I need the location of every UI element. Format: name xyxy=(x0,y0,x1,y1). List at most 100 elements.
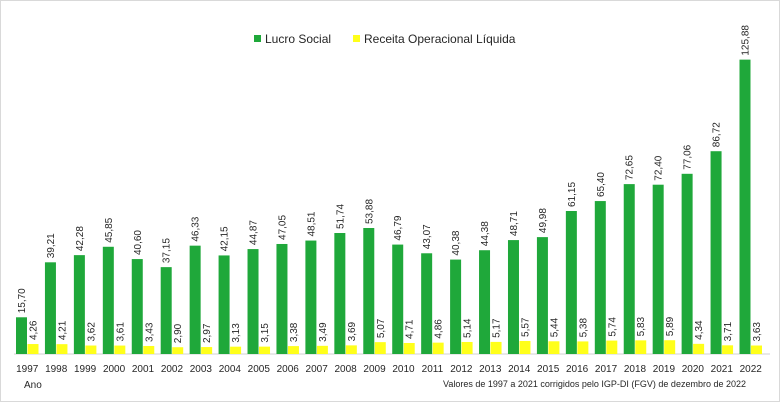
bar-receita-operacional-liquida-2004 xyxy=(230,346,242,354)
bar-lucro-social-1998 xyxy=(44,262,56,354)
bar-lucro-social-2007 xyxy=(305,240,317,354)
value-label-receita-operacional-liquida-2022: 3,63 xyxy=(752,322,763,342)
value-label-receita-operacional-liquida-2011: 4,86 xyxy=(434,319,445,339)
bar-receita-operacional-liquida-1997 xyxy=(27,344,39,354)
x-tick-label-2002: 2002 xyxy=(161,364,184,375)
bar-receita-operacional-liquida-2018 xyxy=(635,340,647,354)
legend-swatch-lucro-social xyxy=(254,35,261,42)
x-tick-label-2010: 2010 xyxy=(392,364,415,375)
bar-receita-operacional-liquida-2003 xyxy=(201,347,213,354)
value-label-receita-operacional-liquida-2005: 3,15 xyxy=(260,323,271,343)
value-label-lucro-social-2006: 47,05 xyxy=(277,215,288,240)
value-label-receita-operacional-liquida-2000: 3,61 xyxy=(115,322,126,342)
value-label-receita-operacional-liquida-2015: 5,44 xyxy=(549,317,560,337)
bar-receita-operacional-liquida-1999 xyxy=(85,345,97,354)
value-label-receita-operacional-liquida-2002: 2,90 xyxy=(173,323,184,343)
x-axis-tick-labels: 1997 1998 1999 2000 2001 2002 2003 2004 2005 2006… xyxy=(16,364,762,375)
bar-lucro-social-2015 xyxy=(536,237,548,354)
x-tick-label-2008: 2008 xyxy=(334,364,357,375)
bar-lucro-social-2014 xyxy=(507,240,519,354)
bar-receita-operacional-liquida-2021 xyxy=(722,345,734,354)
value-label-lucro-social-2008: 51,74 xyxy=(335,204,346,229)
value-label-receita-operacional-liquida-1999: 3,62 xyxy=(86,322,97,342)
bar-lucro-social-2011 xyxy=(421,253,433,354)
chart-legend: Lucro Social Receita Operacional Líquida xyxy=(254,32,516,46)
value-label-receita-operacional-liquida-2006: 3,38 xyxy=(289,322,300,342)
bar-receita-operacional-liquida-2002 xyxy=(172,347,184,354)
bar-lucro-social-2000 xyxy=(102,246,114,354)
bar-receita-operacional-liquida-2009 xyxy=(374,342,386,354)
x-tick-label-2018: 2018 xyxy=(624,364,647,375)
value-label-lucro-social-2013: 44,38 xyxy=(480,221,491,246)
value-label-lucro-social-2017: 65,40 xyxy=(596,172,607,197)
bar-receita-operacional-liquida-2000 xyxy=(114,345,126,354)
value-label-receita-operacional-liquida-2010: 4,71 xyxy=(405,319,416,339)
bar-lucro-social-2005 xyxy=(247,249,259,354)
bar-receita-operacional-liquida-2012 xyxy=(461,341,473,354)
value-label-lucro-social-2019: 72,40 xyxy=(654,155,665,180)
legend-label-receita-operacional-liquida: Receita Operacional Líquida xyxy=(364,32,516,46)
value-label-lucro-social-2022: 125,88 xyxy=(741,25,752,56)
x-tick-label-2016: 2016 xyxy=(566,364,589,375)
bar-receita-operacional-liquida-2010 xyxy=(403,342,415,354)
x-tick-label-1997: 1997 xyxy=(16,364,39,375)
bar-receita-operacional-liquida-2013 xyxy=(490,341,502,354)
value-label-lucro-social-2002: 37,15 xyxy=(162,238,173,263)
value-label-receita-operacional-liquida-2004: 3,13 xyxy=(231,323,242,343)
value-label-receita-operacional-liquida-2013: 5,17 xyxy=(492,318,503,338)
value-label-lucro-social-2009: 53,88 xyxy=(364,199,375,224)
value-label-lucro-social-2007: 48,51 xyxy=(306,211,317,236)
value-label-receita-operacional-liquida-2012: 5,14 xyxy=(463,318,474,338)
x-tick-label-2011: 2011 xyxy=(422,364,444,375)
bar-lucro-social-2013 xyxy=(479,250,491,354)
x-tick-label-2003: 2003 xyxy=(190,364,213,375)
value-label-receita-operacional-liquida-2021: 3,71 xyxy=(723,321,734,341)
x-tick-label-2019: 2019 xyxy=(653,364,676,375)
bar-receita-operacional-liquida-2001 xyxy=(143,345,155,354)
bar-lucro-social-2020 xyxy=(681,173,693,354)
x-tick-label-2004: 2004 xyxy=(219,364,242,375)
value-label-lucro-social-1998: 39,21 xyxy=(46,233,57,258)
x-tick-label-2000: 2000 xyxy=(103,364,126,375)
value-label-receita-operacional-liquida-2020: 4,34 xyxy=(694,320,705,340)
x-tick-label-2021: 2021 xyxy=(711,364,734,375)
x-tick-label-2013: 2013 xyxy=(479,364,502,375)
legend-swatch-receita-operacional-liquida xyxy=(353,35,360,42)
bar-lucro-social-1997 xyxy=(16,317,27,354)
x-tick-label-1999: 1999 xyxy=(74,364,97,375)
bar-lucro-social-2001 xyxy=(131,259,143,354)
value-label-lucro-social-2014: 48,71 xyxy=(509,211,520,236)
value-label-receita-operacional-liquida-2008: 3,69 xyxy=(347,321,358,341)
bar-receita-operacional-liquida-2016 xyxy=(577,341,589,354)
value-label-receita-operacional-liquida-2017: 5,74 xyxy=(607,317,618,337)
value-label-lucro-social-2001: 40,60 xyxy=(133,230,144,255)
x-tick-label-2006: 2006 xyxy=(277,364,300,375)
bar-lucro-social-2017 xyxy=(594,201,606,354)
bar-receita-operacional-liquida-2017 xyxy=(606,340,618,354)
bar-lucro-social-2019 xyxy=(652,184,664,354)
value-label-lucro-social-2000: 45,85 xyxy=(104,217,115,242)
value-label-lucro-social-2021: 86,72 xyxy=(712,122,723,147)
x-tick-label-2007: 2007 xyxy=(306,364,329,375)
bar-receita-operacional-liquida-2014 xyxy=(519,340,531,354)
x-tick-label-1998: 1998 xyxy=(45,364,68,375)
bar-lucro-social-2021 xyxy=(710,151,722,354)
value-label-lucro-social-2012: 40,38 xyxy=(451,230,462,255)
x-tick-label-2022: 2022 xyxy=(740,364,763,375)
value-label-receita-operacional-liquida-2007: 3,49 xyxy=(318,322,329,342)
bar-receita-operacional-liquida-2019 xyxy=(664,340,676,354)
bar-receita-operacional-liquida-2020 xyxy=(693,343,705,354)
chart-bars xyxy=(16,59,762,354)
bar-lucro-social-2012 xyxy=(450,259,462,354)
value-label-receita-operacional-liquida-2003: 2,97 xyxy=(202,323,213,343)
bar-lucro-social-2008 xyxy=(334,233,346,354)
bar-lucro-social-1999 xyxy=(73,255,85,354)
x-tick-label-2020: 2020 xyxy=(682,364,705,375)
value-label-receita-operacional-liquida-1998: 4,21 xyxy=(57,320,68,340)
bar-lucro-social-2002 xyxy=(160,267,172,354)
value-label-receita-operacional-liquida-2009: 5,07 xyxy=(376,318,387,338)
value-label-lucro-social-1999: 42,28 xyxy=(75,226,86,251)
x-axis-label: Ano xyxy=(24,380,42,391)
value-label-lucro-social-1997: 15,70 xyxy=(17,288,28,313)
